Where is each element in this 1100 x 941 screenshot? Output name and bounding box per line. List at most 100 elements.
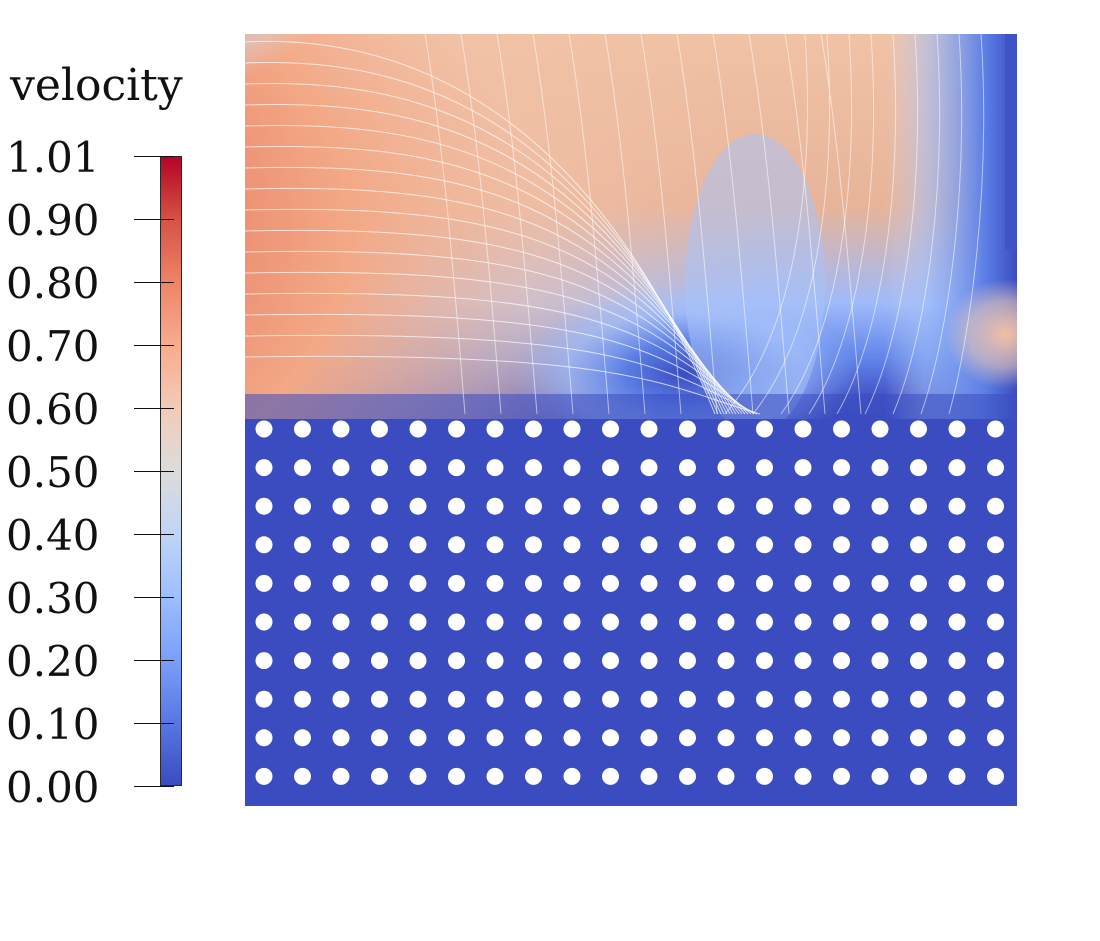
obstacle-circle: [987, 574, 1004, 592]
obstacle-circle: [717, 767, 735, 785]
colorbar-tick-label: 0.60: [6, 385, 100, 434]
obstacle-circle: [332, 574, 350, 592]
obstacle-circle: [486, 729, 504, 747]
obstacle-circle: [409, 497, 427, 515]
obstacle-circle: [602, 497, 619, 515]
obstacle-circle: [294, 690, 311, 708]
obstacle-circle: [679, 767, 696, 785]
colorbar-tick: [134, 282, 174, 283]
obstacle-circle: [563, 729, 581, 747]
obstacle-circle: [871, 420, 889, 438]
colorbar-tick-label: 0.00: [6, 763, 100, 812]
obstacle-circle: [294, 574, 311, 592]
obstacle-circle: [871, 497, 889, 515]
obstacle-circle: [602, 613, 619, 631]
colorbar-tick: [134, 597, 174, 598]
obstacle-circle: [294, 767, 311, 785]
streamline: [784, 34, 826, 415]
obstacle-circle: [833, 767, 850, 785]
colorbar-tick-label: 0.50: [6, 448, 100, 497]
obstacle-circle: [486, 767, 504, 785]
obstacle-circle: [679, 497, 696, 515]
obstacle-circle: [486, 497, 504, 515]
obstacle-circle: [794, 497, 812, 515]
obstacle-circle: [602, 690, 619, 708]
velocity-field-plot: [245, 34, 1017, 806]
obstacle-circle: [486, 652, 504, 670]
obstacle-circle: [602, 729, 619, 747]
streamline: [245, 208, 740, 415]
obstacle-circle: [525, 652, 542, 670]
obstacle-circle: [255, 497, 273, 515]
obstacle-circle: [525, 420, 542, 438]
colorbar-tick: [134, 786, 174, 787]
streamline: [864, 34, 919, 415]
obstacle-circle: [640, 459, 658, 477]
obstacle-circle: [987, 652, 1004, 670]
obstacle-circle: [871, 536, 889, 554]
obstacle-circle: [563, 420, 581, 438]
obstacle-circle: [409, 574, 427, 592]
obstacle-circle: [294, 729, 311, 747]
obstacle-circle: [448, 729, 465, 747]
obstacle-circle: [794, 459, 812, 477]
obstacle-circle: [640, 613, 658, 631]
obstacle-circle: [602, 767, 619, 785]
obstacle-circle: [371, 729, 388, 747]
streamline: [724, 34, 808, 415]
colorbar-tick: [134, 723, 174, 724]
obstacle-circle: [486, 536, 504, 554]
colorbar-tick: [134, 471, 174, 472]
obstacle-circle: [255, 574, 273, 592]
obstacle-circle: [448, 536, 465, 554]
obstacle-circle: [255, 767, 273, 785]
obstacle-circle: [717, 613, 735, 631]
streamline: [532, 34, 574, 415]
obstacle-circle: [717, 652, 735, 670]
obstacle-circle: [486, 613, 504, 631]
obstacle-circle: [756, 690, 773, 708]
colorbar-tick: [134, 219, 174, 220]
obstacle-circle: [679, 613, 696, 631]
streamline: [640, 34, 682, 415]
streamline: [892, 34, 941, 415]
obstacle-circle: [679, 690, 696, 708]
obstacle-circle: [833, 536, 850, 554]
obstacle-circle: [910, 613, 927, 631]
obstacle-circle: [371, 459, 388, 477]
obstacle-circle: [717, 536, 735, 554]
streamline: [424, 34, 466, 415]
obstacle-circle: [679, 574, 696, 592]
obstacle-circle: [794, 652, 812, 670]
obstacle-circle: [948, 652, 966, 670]
obstacle-circle: [910, 497, 927, 515]
obstacle-circle: [602, 536, 619, 554]
obstacle-circle: [371, 420, 388, 438]
colorbar-tick-label: 0.90: [6, 196, 100, 245]
obstacle-circle: [794, 729, 812, 747]
streamline: [245, 229, 743, 415]
obstacle-circle: [987, 613, 1004, 631]
obstacle-circle: [448, 767, 465, 785]
obstacle-circle: [910, 652, 927, 670]
streamline: [836, 34, 896, 415]
obstacle-circle: [371, 536, 388, 554]
obstacle-circle: [948, 574, 966, 592]
obstacle-circle: [563, 536, 581, 554]
obstacle-circle: [602, 652, 619, 670]
obstacle-circle: [255, 420, 273, 438]
obstacle-circle: [871, 574, 889, 592]
obstacle-circle: [563, 652, 581, 670]
colorbar-tick-label: 0.20: [6, 637, 100, 686]
obstacle-circle: [871, 652, 889, 670]
obstacle-circle: [409, 420, 427, 438]
obstacle-circle: [409, 536, 427, 554]
obstacle-circle: [525, 767, 542, 785]
obstacle-circle: [255, 536, 273, 554]
obstacle-circle: [640, 690, 658, 708]
streamline: [676, 34, 718, 415]
obstacle-circle: [294, 420, 311, 438]
obstacle-circle: [409, 459, 427, 477]
obstacle-circle: [448, 497, 465, 515]
streamline: [604, 34, 646, 415]
